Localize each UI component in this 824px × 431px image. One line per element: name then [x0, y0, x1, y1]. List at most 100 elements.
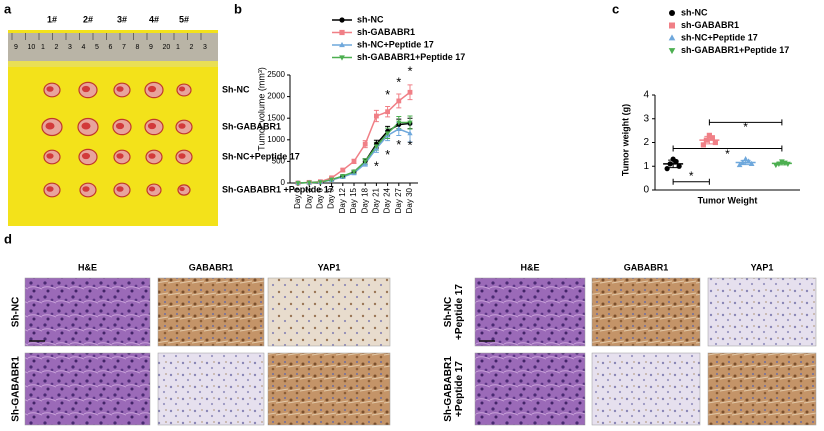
micrograph	[267, 277, 391, 347]
tumor-spot	[178, 123, 186, 129]
legend-marker	[669, 10, 675, 16]
legend-label: sh-GABABR1+Peptide 17	[357, 52, 465, 62]
significance-bracket	[672, 178, 710, 185]
data-point	[785, 161, 791, 167]
y-tick-label: 2	[643, 137, 649, 148]
ruler-number: 20	[163, 44, 171, 51]
data-point	[328, 177, 335, 183]
ruler-number: 1	[41, 44, 45, 51]
micrograph	[267, 352, 391, 426]
row-label: Sh-NC+Peptide 17	[222, 151, 300, 161]
column-label: 3#	[117, 14, 127, 24]
tumor-spot	[45, 122, 55, 130]
y-tick-label: 2000	[267, 92, 285, 101]
data-point	[295, 181, 301, 186]
y-tick-label: 1	[643, 161, 649, 172]
row-label: +Peptide 17	[454, 284, 465, 340]
tumor-spot	[81, 85, 91, 93]
data-point	[748, 160, 755, 166]
ruler-number: 9	[14, 44, 18, 51]
legend-label: sh-NC+Peptide 17	[681, 32, 758, 42]
data-point	[340, 167, 346, 173]
legend-label: sh-GABABR1+Peptide 17	[681, 45, 789, 55]
micrograph	[591, 352, 701, 426]
data-point	[351, 159, 357, 164]
significance-star: *	[743, 120, 748, 134]
data-point	[664, 166, 670, 172]
tumor-spot	[178, 86, 186, 92]
column-label: 5#	[179, 14, 189, 24]
significance-star: *	[396, 137, 401, 152]
x-tick-label: Day 12	[338, 187, 347, 213]
x-tick-label: Day 15	[349, 187, 358, 213]
x-tick-label: Day 24	[383, 187, 392, 213]
x-tick-label: Day 3	[304, 187, 313, 208]
tumor-spot	[46, 86, 54, 92]
x-tick-label: Day 9	[327, 187, 336, 208]
x-tick-label: Day 27	[394, 187, 403, 213]
column-header: YAP1	[751, 262, 774, 272]
data-point	[709, 135, 715, 141]
row-label: +Peptide 17	[454, 361, 465, 417]
ruler-number: 1	[176, 44, 180, 51]
ruler-number: 7	[122, 44, 126, 51]
legend-label: sh-NC	[357, 14, 384, 24]
row-label: Sh-GABABR1	[222, 121, 281, 131]
ruler	[8, 33, 218, 61]
data-point	[317, 180, 324, 186]
tumor-spot	[147, 122, 157, 130]
row-label: Sh-NC	[222, 84, 250, 94]
data-point	[396, 120, 402, 126]
panel-label: c	[612, 1, 619, 16]
ruler-number: 3	[68, 44, 72, 51]
tumor-spot	[115, 122, 125, 130]
y-tick-label: 2500	[267, 70, 285, 79]
y-tick-label: 0	[643, 185, 649, 196]
ruler-number: 3	[203, 44, 207, 51]
y-tick-label: 1000	[267, 135, 285, 144]
data-point	[782, 160, 788, 166]
column-header: GABABR1	[189, 262, 234, 272]
legend-marker	[668, 48, 676, 55]
row-label: Sh-GABABR1	[11, 356, 22, 422]
data-point	[351, 169, 357, 175]
data-point	[739, 159, 746, 165]
legend-marker	[339, 17, 345, 23]
ruler-number: 4	[82, 44, 86, 51]
ruler-number: 6	[109, 44, 113, 51]
x-tick-label: Day 30	[405, 187, 414, 213]
legend-marker	[339, 55, 345, 61]
micrograph	[157, 352, 265, 426]
legend-label: sh-GABABR1	[681, 20, 739, 30]
data-point	[779, 159, 785, 165]
tumor-spot	[178, 153, 186, 159]
y-tick-label: 500	[272, 157, 286, 166]
data-point	[736, 161, 743, 168]
legend-label: sh-NC	[681, 7, 708, 17]
significance-star: *	[396, 74, 401, 89]
ruler-number: 9	[149, 44, 153, 51]
legend-marker	[339, 41, 345, 48]
data-point	[396, 126, 402, 131]
significance-star: *	[725, 147, 730, 161]
data-point	[362, 141, 368, 147]
significance-star: *	[374, 159, 379, 174]
legend-marker	[669, 22, 675, 29]
data-point	[407, 130, 413, 136]
data-point	[745, 158, 752, 164]
column-header: H&E	[78, 262, 97, 272]
micrograph	[474, 277, 586, 347]
micrograph	[24, 277, 151, 347]
data-point	[676, 163, 682, 169]
tumor-spot	[148, 186, 156, 192]
ruler-number: 2	[190, 44, 194, 51]
row-label: Sh-NC	[443, 297, 454, 328]
column-header: YAP1	[318, 262, 341, 272]
x-tick-label: Day 0	[293, 187, 302, 208]
row-label: Sh-GABABR1 +Peptide 17	[222, 184, 334, 194]
data-point	[374, 113, 379, 119]
ruler-edge	[8, 61, 218, 67]
data-point	[776, 161, 782, 167]
significance-star: *	[385, 87, 390, 102]
